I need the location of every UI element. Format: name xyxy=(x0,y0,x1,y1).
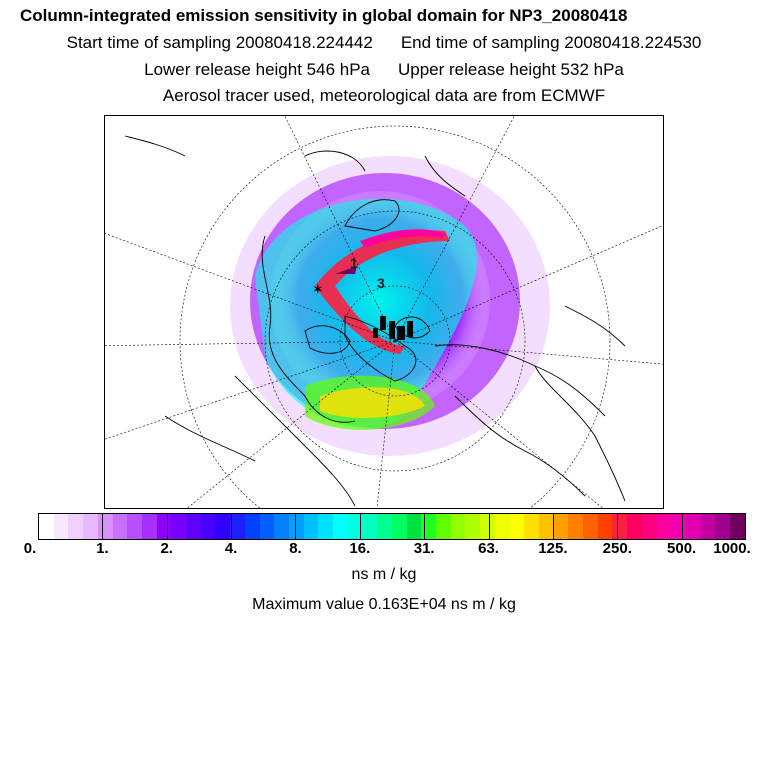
colorbar-cell xyxy=(112,514,128,539)
plume-red-streak xyxy=(315,230,450,354)
colorbar-tick xyxy=(681,514,683,539)
release-point-icon: ✶ xyxy=(312,282,324,298)
colorbar-cell xyxy=(333,514,348,539)
colorbar-cell xyxy=(656,514,672,539)
colorbar-label: 31. xyxy=(413,540,435,557)
colorbar-cell xyxy=(171,514,187,539)
sensitivity-map: 1 3 ✶ xyxy=(104,115,664,509)
colorbar-cell xyxy=(141,514,157,539)
colorbar-cell xyxy=(259,514,275,539)
colorbar-cell xyxy=(186,514,201,539)
sampling-times: Start time of sampling 20080418.224442 En… xyxy=(0,33,768,53)
colorbar-cell xyxy=(230,514,245,539)
colorbar-cell xyxy=(156,514,172,539)
colorbar-label: 125. xyxy=(538,540,568,557)
colorbar-cell xyxy=(465,514,481,539)
colorbar-cell xyxy=(524,514,539,539)
colorbar-cell xyxy=(671,514,686,539)
colorbar-cell xyxy=(612,514,628,539)
colorbar-cell xyxy=(641,514,657,539)
colorbar-cell xyxy=(215,514,231,539)
colorbar-label: 16. xyxy=(349,540,371,557)
colorbar-label: 4. xyxy=(224,540,238,557)
colorbar-label: 1000. xyxy=(713,540,751,557)
colorbar-cell xyxy=(68,514,84,539)
colorbar-tick xyxy=(552,514,554,539)
colorbar-cell xyxy=(97,514,113,539)
colorbar-cell xyxy=(730,514,745,539)
colorbar-cell xyxy=(303,514,319,539)
colorbar-cell xyxy=(406,514,422,539)
colorbar-cell xyxy=(480,514,495,539)
colorbar-label: 63. xyxy=(478,540,499,557)
colorbar-tick xyxy=(295,514,297,539)
colorbar-cell xyxy=(362,514,378,539)
colorbar-cell xyxy=(200,514,216,539)
colorbar-cell xyxy=(509,514,525,539)
coastlines xyxy=(124,135,626,507)
map-marker-1: 1 xyxy=(350,255,358,271)
colorbar-cell xyxy=(715,514,731,539)
colorbar-cell xyxy=(685,514,701,539)
colorbar-cell xyxy=(53,514,69,539)
station-cluster xyxy=(373,316,413,340)
colorbar-cell xyxy=(391,514,407,539)
colorbar-cell xyxy=(347,514,363,539)
colorbar-label: 250. xyxy=(602,540,632,557)
plot-title: Column-integrated emission sensitivity i… xyxy=(20,6,628,25)
plume-yellow-band xyxy=(320,387,425,418)
colorbar-cell xyxy=(318,514,334,539)
maximum-value: Maximum value 0.163E+04 ns m / kg xyxy=(252,596,516,613)
release-heights: Lower release height 546 hPa Upper releas… xyxy=(0,60,768,80)
colorbar-cell xyxy=(583,514,598,539)
colorbar-label: 0. xyxy=(23,540,37,557)
colorbar-label: 500. xyxy=(667,540,697,557)
colorbar-tick xyxy=(166,514,168,539)
upper-release-height: Upper release height 532 hPa xyxy=(398,60,624,79)
colorbar-cell xyxy=(435,514,451,539)
colorbar-label: 1. xyxy=(96,540,109,557)
start-time: Start time of sampling 20080418.224442 xyxy=(66,33,373,52)
colorbar-tick xyxy=(424,514,426,539)
colorbar-label: 2. xyxy=(160,540,173,557)
graticule xyxy=(105,116,663,508)
map-marker-3: 3 xyxy=(377,275,385,291)
colorbar-cell xyxy=(244,514,260,539)
colorbar-cell xyxy=(700,514,716,539)
colorbar-cell xyxy=(494,514,510,539)
map-canvas: 1 3 ✶ xyxy=(105,116,663,508)
colorbar-cell xyxy=(450,514,466,539)
plume-dark-core xyxy=(335,266,357,274)
colorbar-cell xyxy=(553,514,569,539)
colorbar-cell xyxy=(597,514,613,539)
lower-release-height: Lower release height 546 hPa xyxy=(144,60,370,79)
plume-cyan-band xyxy=(255,198,478,428)
colorbar-tick xyxy=(617,514,619,539)
colorbar-cell xyxy=(627,514,642,539)
colorbar-label: 8. xyxy=(289,540,302,557)
colorbar-cell xyxy=(568,514,584,539)
colorbar-units: ns m / kg xyxy=(351,566,417,583)
colorbar-cell xyxy=(538,514,554,539)
end-time: End time of sampling 20080418.224530 xyxy=(400,33,702,52)
colorbar-tick xyxy=(488,514,490,539)
colorbar-tick xyxy=(231,514,233,539)
tracer-note: Aerosol tracer used, meteorological data… xyxy=(162,86,606,105)
colorbar-tick xyxy=(359,514,361,539)
colorbar-cell xyxy=(83,514,98,539)
colorbar-cell xyxy=(39,514,54,539)
colorbar-cell xyxy=(127,514,142,539)
plume-magenta-core xyxy=(360,229,445,248)
colorbar-cell xyxy=(377,514,392,539)
colorbar-cell xyxy=(274,514,289,539)
colorbar xyxy=(38,513,746,540)
colorbar-tick xyxy=(102,514,104,539)
